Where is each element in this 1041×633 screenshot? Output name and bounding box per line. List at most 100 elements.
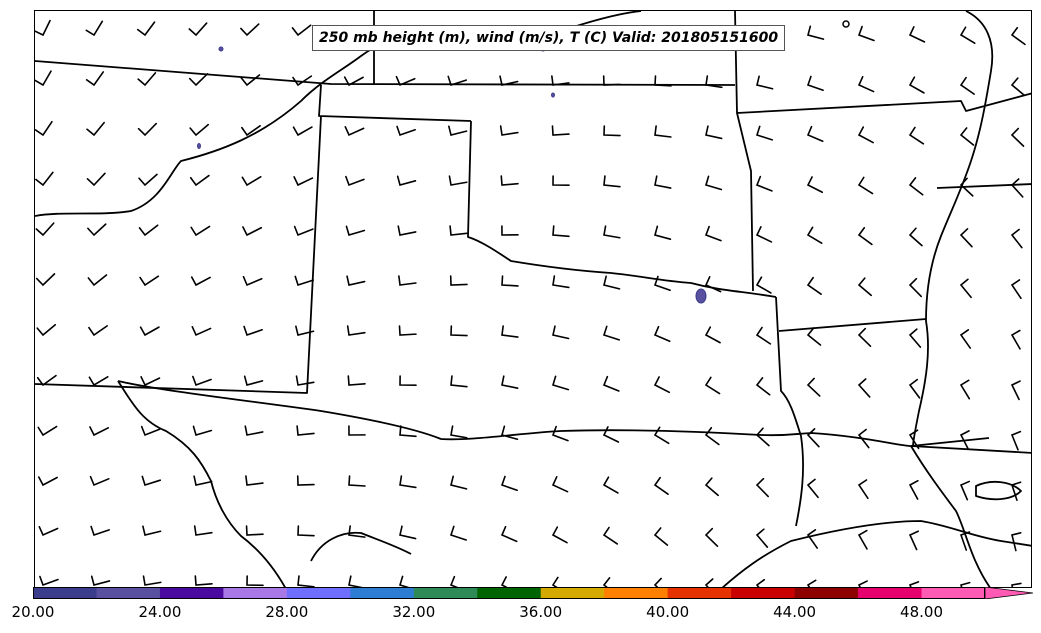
wind-barb	[500, 576, 508, 587]
wind-barb	[35, 222, 55, 237]
wind-barb	[1010, 77, 1026, 97]
wind-barb	[35, 171, 54, 187]
wind-barb	[704, 578, 714, 587]
wind-barb	[449, 275, 468, 286]
wind-barb	[39, 575, 59, 587]
wind-barb	[857, 75, 875, 93]
wind-barb	[603, 175, 621, 188]
boundary-north-2	[318, 84, 472, 122]
wind-barb	[188, 22, 208, 37]
wind-barb	[396, 125, 416, 137]
map-frame: 250 mb height (m), wind (m/s), T (C) Val…	[34, 10, 1032, 588]
wind-barb	[296, 425, 315, 436]
wind-barb	[908, 429, 920, 450]
wind-barb	[37, 425, 58, 437]
small-circle-marker	[842, 20, 850, 28]
wind-barb	[37, 476, 58, 487]
boundary-north-1	[35, 60, 736, 86]
wind-barb	[755, 477, 769, 498]
wind-barb	[959, 76, 975, 95]
wind-barb	[499, 125, 519, 136]
wind-barb	[959, 480, 971, 501]
wind-barb	[449, 225, 468, 236]
wind-barb	[1011, 532, 1022, 552]
wind-barb	[88, 325, 108, 337]
wind-barb	[192, 425, 213, 436]
wind-barb	[344, 126, 365, 137]
wind-barb	[35, 19, 51, 37]
wind-barb	[297, 575, 315, 587]
wind-barb	[1011, 582, 1022, 587]
wind-barb	[36, 323, 57, 337]
wind-barb	[806, 478, 819, 499]
wind-barb	[245, 525, 264, 536]
wind-barb	[603, 225, 621, 239]
temp-patch	[218, 46, 224, 52]
wind-barb	[602, 375, 620, 392]
wind-barb	[241, 175, 262, 187]
wind-barb	[602, 426, 620, 443]
wind-barb	[806, 428, 820, 448]
colorbar-tick-label: 48.00	[900, 603, 944, 621]
temp-patch	[197, 143, 201, 149]
boundary-ok-panhandle	[35, 115, 322, 394]
wind-barb	[501, 325, 519, 338]
wind-barb	[399, 525, 417, 540]
wind-barb	[602, 325, 621, 341]
wind-barb	[194, 575, 213, 586]
temp-patch	[551, 92, 555, 98]
colorbar-segment	[604, 587, 669, 599]
wind-barb	[449, 575, 459, 587]
wind-barb	[1010, 430, 1022, 451]
wind-barb	[1010, 178, 1024, 198]
wind-barb	[193, 475, 213, 486]
wind-barb	[348, 425, 366, 436]
wind-barb	[1010, 228, 1023, 249]
wind-barb	[551, 526, 568, 544]
wind-barb	[704, 426, 720, 446]
wind-barb	[908, 126, 925, 145]
wind-barb	[552, 375, 570, 391]
wind-barb	[89, 426, 110, 437]
wind-barb	[348, 475, 366, 487]
wind-barb	[36, 374, 57, 387]
wind-barb	[242, 275, 263, 287]
wind-barb	[345, 225, 366, 236]
wind-barb	[86, 172, 106, 187]
wind-barb	[447, 75, 468, 87]
colorbar-tick-label: 40.00	[646, 603, 690, 621]
wind-barb	[959, 26, 976, 44]
wind-barb	[85, 20, 104, 37]
wind-barb	[653, 376, 671, 394]
wind-barb	[857, 529, 868, 550]
wind-barb	[603, 125, 621, 137]
boundary-kansas-ne	[734, 11, 1031, 114]
wind-barb	[857, 580, 868, 587]
wind-barb	[139, 275, 160, 287]
colorbar-tick-label: 20.00	[11, 603, 55, 621]
wind-barb	[501, 375, 519, 389]
wind-barb	[346, 275, 366, 286]
wind-barb	[857, 327, 872, 347]
wind-barb	[291, 24, 312, 37]
wind-barb	[959, 379, 971, 400]
wind-barb	[450, 475, 468, 490]
wind-barb	[136, 21, 156, 37]
boundary-red-river	[117, 380, 814, 441]
wind-barb	[193, 525, 213, 536]
wind-barb	[1010, 329, 1021, 350]
boundary-ok-east	[736, 112, 754, 292]
wind-barb	[35, 70, 52, 87]
wind-barb	[1010, 279, 1022, 300]
wind-barb	[1010, 127, 1025, 147]
wind-barb	[141, 475, 162, 487]
wind-barb	[908, 26, 926, 43]
wind-barb	[908, 227, 923, 247]
colorbar-segment	[286, 587, 351, 599]
wind-barb	[653, 275, 671, 292]
wind-barb	[755, 427, 770, 447]
wind-barb	[755, 578, 766, 587]
wind-barb	[88, 376, 109, 387]
colorbar	[33, 587, 1033, 599]
wind-barb	[399, 425, 417, 438]
